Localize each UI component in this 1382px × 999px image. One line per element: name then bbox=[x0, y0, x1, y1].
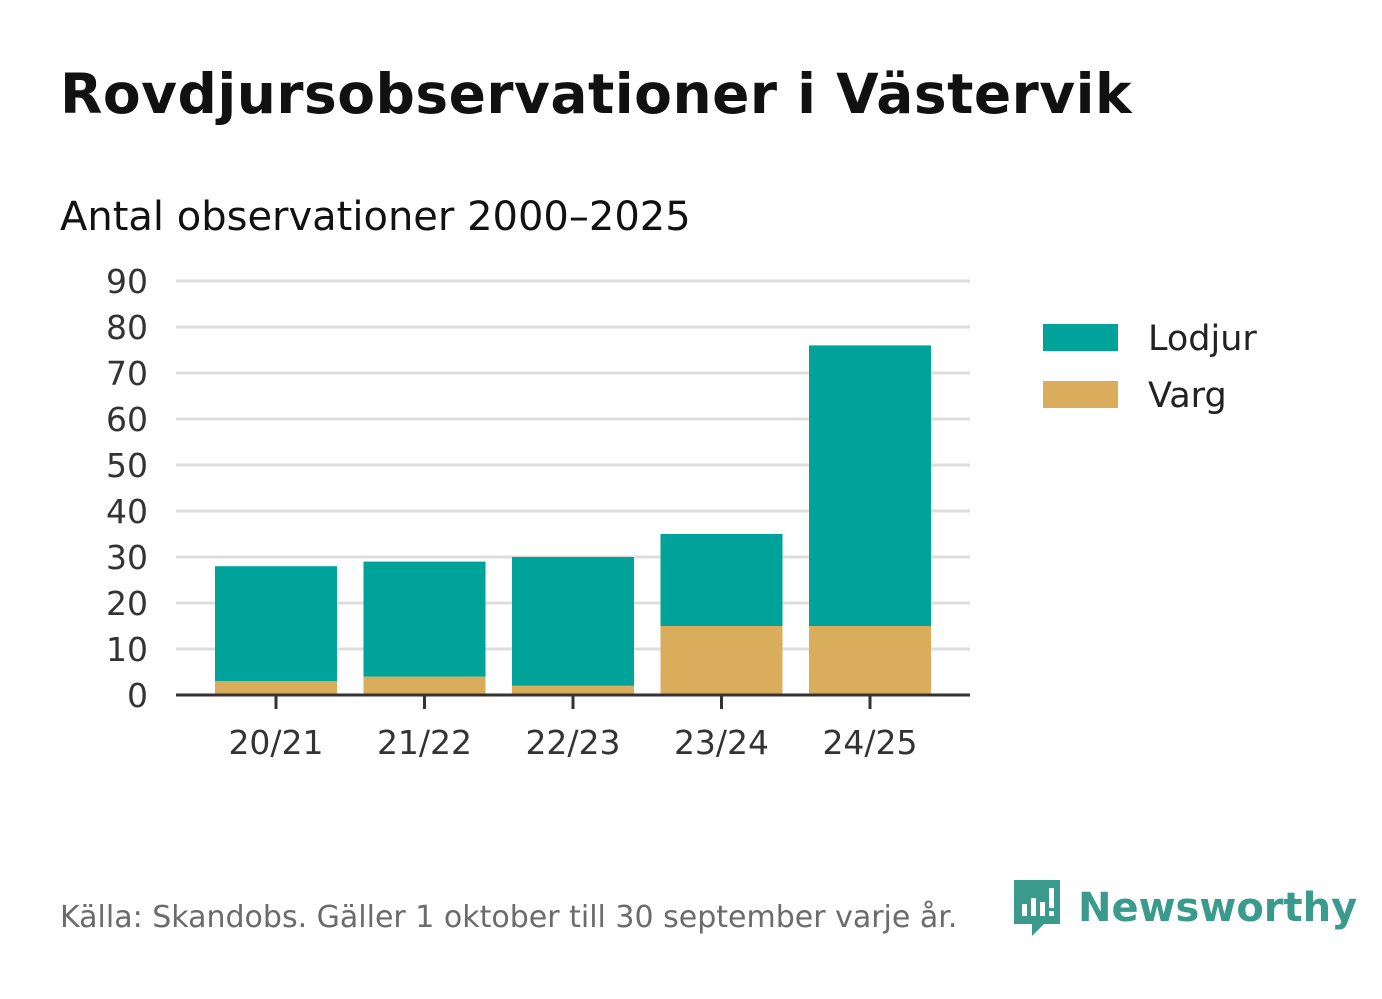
newsworthy-logo-icon bbox=[1014, 880, 1060, 936]
y-tick-label: 60 bbox=[106, 400, 148, 439]
legend: Lodjur Varg bbox=[1043, 319, 1257, 416]
bar-varg-22-23 bbox=[512, 685, 634, 695]
y-tick-label: 10 bbox=[106, 630, 148, 669]
bar-varg-24-25 bbox=[809, 626, 931, 695]
legend-label-lodjur: Lodjur bbox=[1148, 319, 1257, 359]
bar-varg-23-24 bbox=[660, 626, 783, 695]
bar-lodjur-21-22 bbox=[363, 561, 486, 677]
y-tick-label: 50 bbox=[106, 446, 148, 485]
chart-subtitle: Antal observationer 2000–2025 bbox=[60, 194, 691, 240]
bar-varg-21-22 bbox=[363, 676, 486, 695]
bar-lodjur-22-23 bbox=[512, 557, 634, 686]
legend-swatch-varg bbox=[1043, 381, 1118, 408]
legend-swatch-lodjur bbox=[1043, 324, 1118, 351]
brand-name: Newsworthy bbox=[1078, 885, 1358, 931]
bars bbox=[215, 345, 931, 695]
axes: 0 10 20 30 40 50 60 70 80 90 20/21 21/22 22/23 23/24 2… bbox=[106, 262, 970, 762]
y-tick-label: 40 bbox=[106, 492, 148, 531]
bar-lodjur-23-24 bbox=[660, 534, 783, 626]
x-tick-label: 24/25 bbox=[822, 723, 917, 762]
bar-varg-20-21 bbox=[215, 681, 337, 695]
x-tick-label: 23/24 bbox=[674, 723, 769, 762]
y-tick-label: 70 bbox=[106, 354, 148, 393]
x-tick-label: 21/22 bbox=[377, 723, 472, 762]
bar-lodjur-24-25 bbox=[809, 345, 931, 626]
y-tick-label: 80 bbox=[106, 308, 148, 347]
y-tick-label: 30 bbox=[106, 538, 148, 577]
chart-title: Rovdjursobservationer i Västervik bbox=[60, 62, 1133, 126]
bar-lodjur-20-21 bbox=[215, 566, 337, 682]
y-tick-label: 20 bbox=[106, 584, 148, 623]
legend-label-varg: Varg bbox=[1148, 376, 1227, 416]
source-note: Källa: Skandobs. Gäller 1 oktober till 3… bbox=[60, 900, 958, 935]
y-tick-label: 90 bbox=[106, 262, 148, 301]
y-tick-label: 0 bbox=[127, 676, 148, 715]
x-tick-label: 22/23 bbox=[525, 723, 620, 762]
brand-logo: Newsworthy bbox=[1012, 878, 1357, 938]
x-tick-label: 20/21 bbox=[228, 723, 323, 762]
